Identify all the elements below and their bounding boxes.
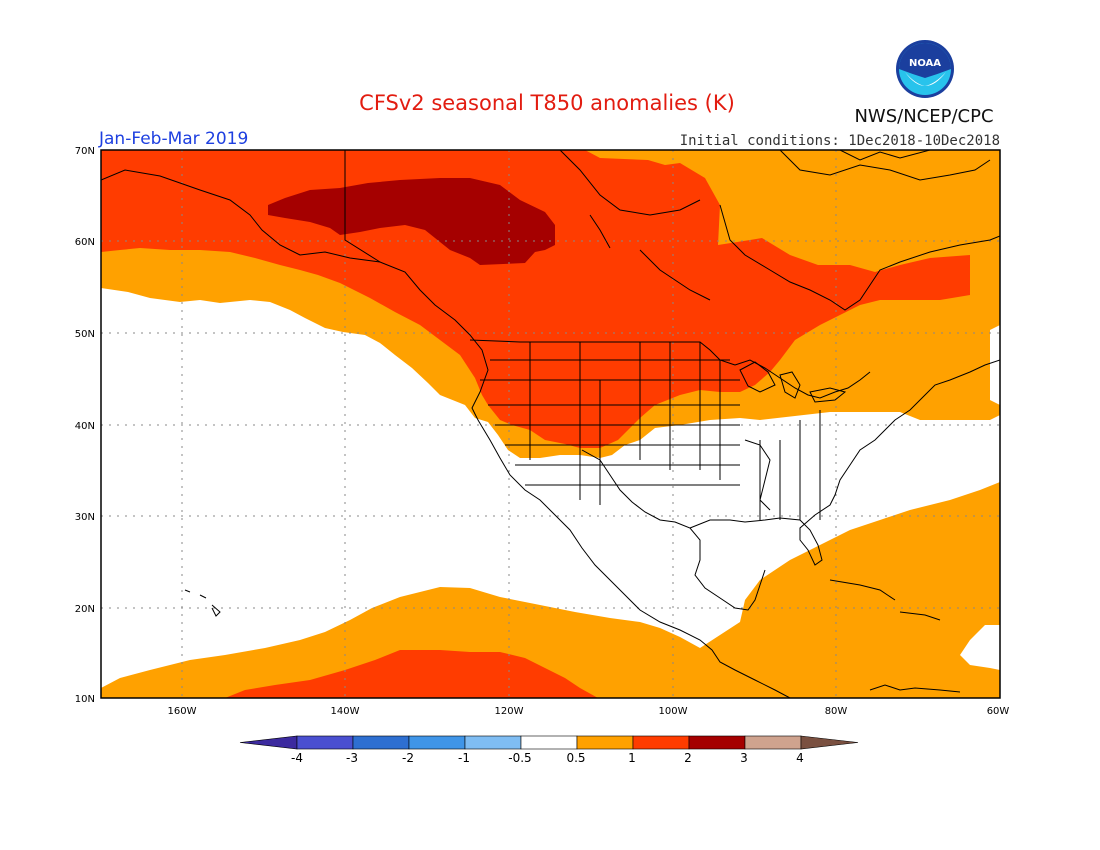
great-lakes <box>739 361 847 403</box>
anomaly-field <box>101 150 1000 698</box>
lat-label-30n: 30N <box>75 512 95 523</box>
colorbar-swatch-1 <box>296 735 354 750</box>
colorbar-swatch-5 <box>520 735 578 750</box>
colorbar-swatch-2 <box>352 735 410 750</box>
lat-label-60n: 60N <box>75 237 95 248</box>
colorbar-swatch-4 <box>464 735 522 750</box>
map-title: CFSv2 seasonal T850 anomalies (K) <box>359 91 735 115</box>
colorbar-labels: -4 -3 -2 -1 -0.5 0.5 1 2 3 4 <box>291 751 804 765</box>
anomaly-region-2-3 <box>268 178 555 265</box>
colorbar-label-neg4: -4 <box>291 751 303 765</box>
colorbar-label-1: 1 <box>628 751 636 765</box>
plot-frame <box>100 149 1001 699</box>
colorbar-label-0.5: 0.5 <box>566 751 585 765</box>
colorbar-swatch-3 <box>408 735 466 750</box>
initial-conditions: Initial conditions: 1Dec2018-10Dec2018 <box>680 133 1000 149</box>
anomaly-region-1-2-south <box>225 650 598 698</box>
lat-label-20n: 20N <box>75 604 95 615</box>
anomaly-region-0.5-1-south <box>101 482 1000 698</box>
lat-label-10n: 10N <box>75 694 95 705</box>
colorbar-swatch-9 <box>744 735 802 750</box>
colorbar-label-2: 2 <box>684 751 692 765</box>
colorbar-swatch-0 <box>239 735 298 750</box>
latitude-labels: 70N 60N 50N 40N 30N 20N 10N <box>75 146 95 705</box>
colorbar <box>239 735 859 750</box>
colorbar-label-3: 3 <box>740 751 748 765</box>
forecast-period: Jan-Feb-Mar 2019 <box>98 129 248 149</box>
colorbar-swatch-8 <box>688 735 746 750</box>
colorbar-swatch-7 <box>632 735 690 750</box>
colorbar-swatch-6 <box>576 735 634 750</box>
colorbar-label-neg1: -1 <box>458 751 470 765</box>
longitude-labels: 160W 140W 120W 100W 80W 60W <box>168 706 1010 717</box>
lon-label-140w: 140W <box>331 706 360 717</box>
anomaly-region-1-2-north <box>101 150 970 448</box>
colorbar-label-neg0.5: -0.5 <box>508 751 531 765</box>
lon-label-120w: 120W <box>495 706 524 717</box>
colorbar-label-4: 4 <box>796 751 804 765</box>
lon-label-60w: 60W <box>987 706 1010 717</box>
lat-label-40n: 40N <box>75 421 95 432</box>
noaa-logo-text: NOAA <box>909 58 941 69</box>
lon-label-80w: 80W <box>825 706 848 717</box>
lon-label-100w: 100W <box>659 706 688 717</box>
noaa-logo: NOAA <box>896 40 954 98</box>
coastlines <box>101 150 1000 698</box>
agency-label: NWS/NCEP/CPC <box>854 106 993 127</box>
lat-label-50n: 50N <box>75 329 95 340</box>
colorbar-label-neg3: -3 <box>346 751 358 765</box>
colorbar-swatch-10 <box>800 735 859 750</box>
lon-label-160w: 160W <box>168 706 197 717</box>
lat-label-70n: 70N <box>75 146 95 157</box>
colorbar-label-neg2: -2 <box>402 751 414 765</box>
